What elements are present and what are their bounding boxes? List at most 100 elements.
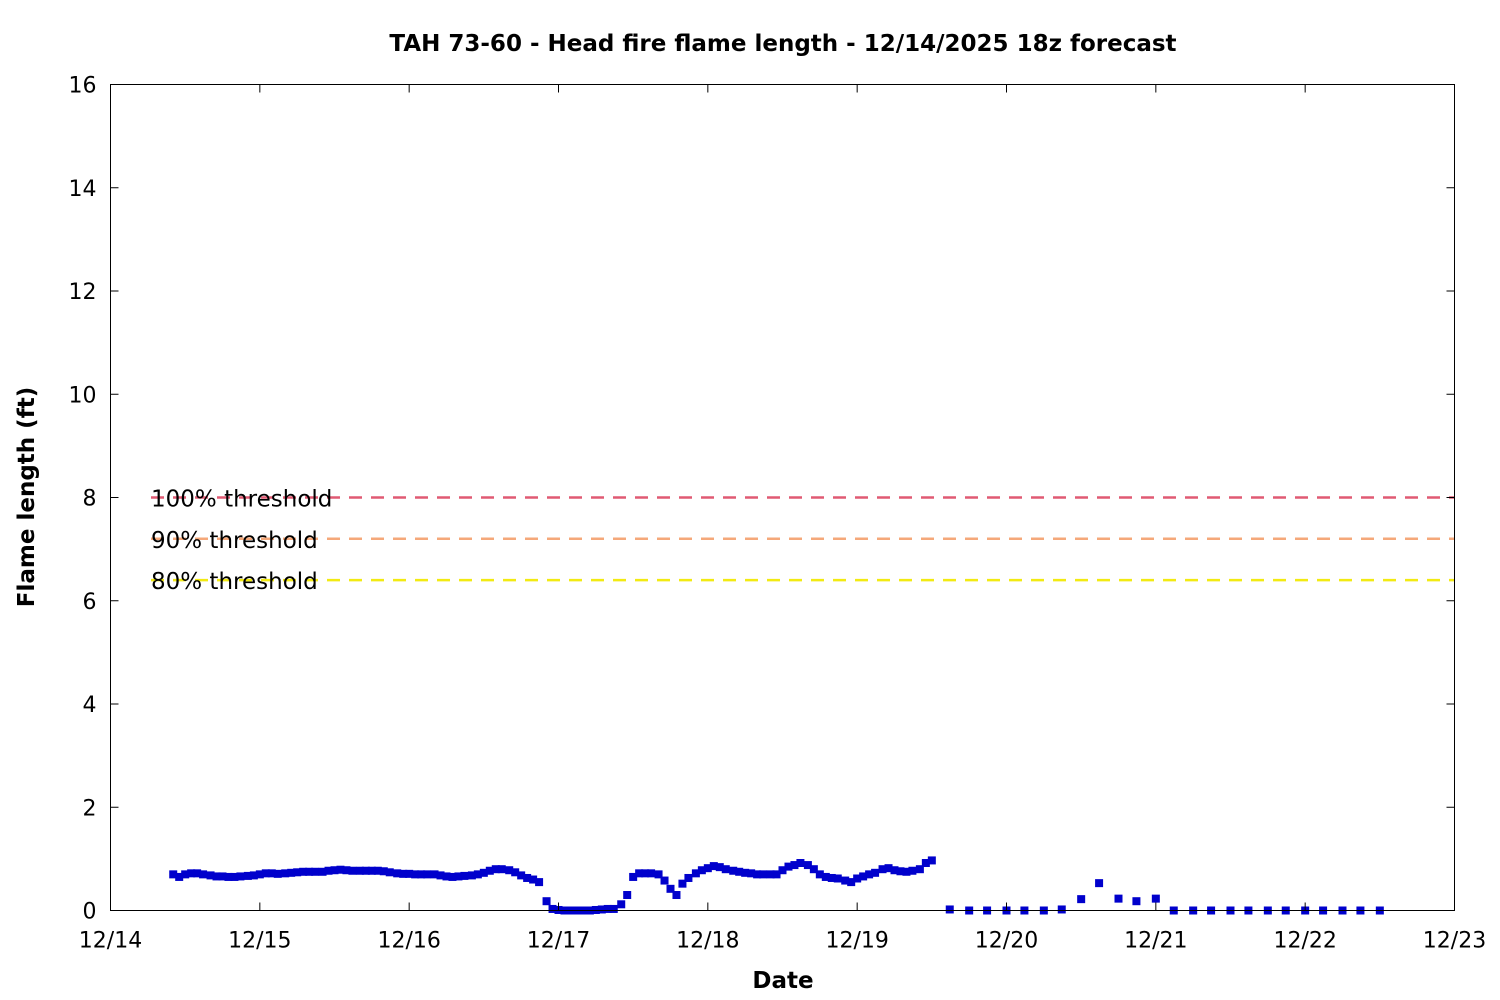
data-point [896,867,905,876]
data-point [293,868,302,877]
data-point [908,866,917,875]
data-point [1151,894,1160,903]
data-point [511,868,520,877]
data-point [261,869,270,878]
data-point [709,862,718,871]
data-point [187,869,196,878]
data-point [405,869,414,878]
data-point [411,870,420,879]
data-point [423,870,432,879]
data-point [617,900,626,909]
data-point [523,873,532,882]
data-point [218,872,227,881]
data-point [175,872,184,881]
data-point [467,871,476,880]
data-point [902,867,911,876]
data-point [890,866,899,875]
data-point [385,868,394,877]
data-point [927,856,936,865]
data-point [915,865,924,874]
y-tick-label: 10 [69,383,97,408]
data-point [230,872,239,881]
data-point [1095,879,1104,888]
data-point [393,869,402,878]
data-point [778,866,787,875]
data-point [193,869,202,878]
y-tick-label: 2 [83,796,97,821]
data-point [647,869,656,878]
data-point [255,870,264,879]
data-point [436,871,445,880]
threshold-label: 90% threshold [151,528,318,554]
data-point [741,868,750,877]
y-axis-label: Flame length (ft) [14,387,40,607]
data-point [479,868,488,877]
data-point [784,862,793,871]
data-point [841,876,850,885]
y-tick-label: 12 [69,280,97,305]
data-point [715,863,724,872]
data-point [324,866,333,875]
data-point [878,865,887,874]
y-tick-label: 0 [83,900,97,925]
x-tick-label: 12/22 [1273,929,1336,954]
data-point [597,905,606,914]
data-point [212,872,221,881]
data-point [871,868,880,877]
x-axis-label: Date [752,968,813,994]
data-point [591,905,600,914]
data-point [267,869,276,878]
data-point [548,904,557,913]
data-point [796,859,805,868]
data-point [884,864,893,873]
data-point [945,905,954,914]
data-point [641,869,650,878]
data-point [847,878,856,887]
x-tick-label: 12/16 [377,929,440,954]
data-point [635,869,644,878]
data-point [361,866,370,875]
data-point [311,867,320,876]
data-point [821,872,830,881]
data-point [169,870,178,879]
y-axis-ticks: 0 2 4 6 8 10 12 14 16 [69,74,1455,925]
data-point [803,861,812,870]
data-point [859,872,868,881]
data-point [355,866,364,875]
y-tick-label: 16 [69,74,97,99]
data-point [517,871,526,880]
data-point [721,865,730,874]
data-point [505,866,514,875]
data-point [1114,894,1123,903]
data-point [348,866,357,875]
threshold-lines: 100% threshold 90% threshold 80% threshold [151,487,1455,595]
data-point [417,870,426,879]
data-point [603,904,612,913]
data-point [367,866,376,875]
data-point [660,876,669,885]
x-tick-label: 12/20 [975,929,1038,954]
data-points [169,856,1384,915]
data-point [1057,905,1066,914]
data-point [1132,897,1141,906]
data-point [342,866,351,875]
x-axis-ticks: 12/14 12/15 12/16 12/17 12/18 12/19 12/20 12/21… [79,84,1486,954]
data-point [542,897,551,906]
threshold-label: 80% threshold [151,569,318,595]
x-tick-label: 12/17 [527,929,590,954]
x-tick-label: 12/18 [676,929,739,954]
data-point [236,872,245,881]
x-tick-label: 12/15 [228,929,291,954]
data-point [273,869,282,878]
data-point [729,866,738,875]
data-point [809,865,818,874]
data-point [827,873,836,882]
data-point [629,872,638,881]
data-point [373,866,382,875]
data-point [535,878,544,887]
data-point [735,867,744,876]
data-point [772,870,781,879]
data-point [865,870,874,879]
data-point [678,879,687,888]
